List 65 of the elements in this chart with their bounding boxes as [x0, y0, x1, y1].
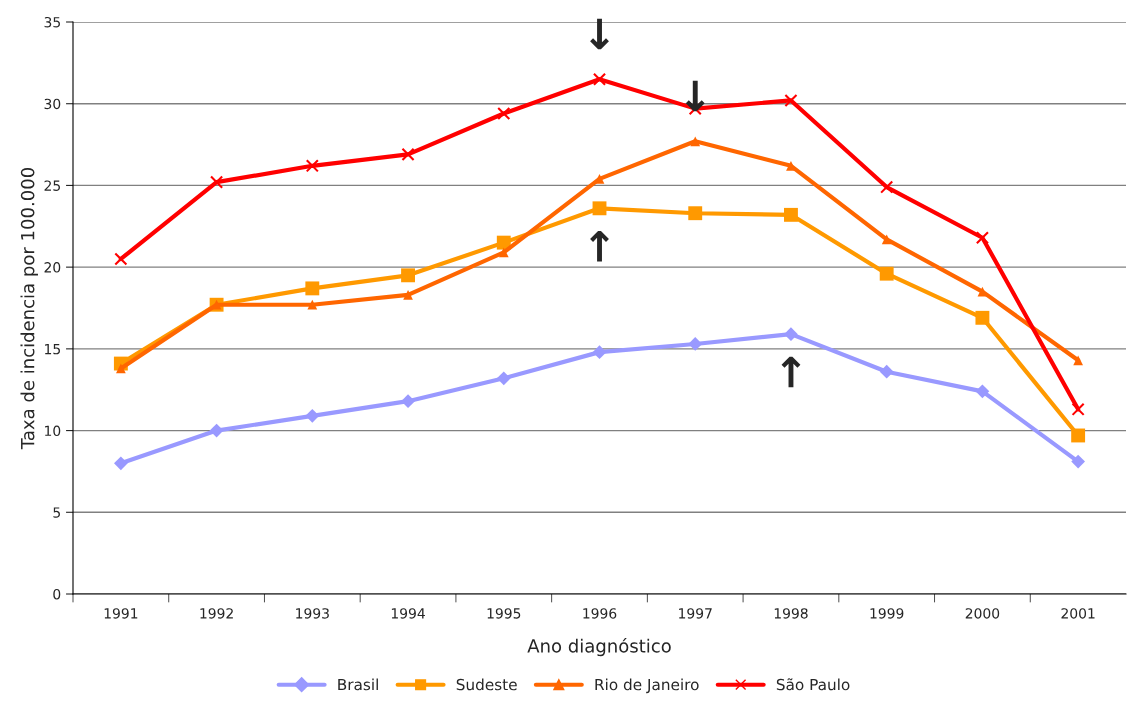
- y-tick-label: 0: [53, 588, 61, 600]
- y-axis-title: Taxa de incidencia por 100.000: [20, 168, 38, 450]
- point: [592, 345, 607, 359]
- point: [497, 106, 511, 121]
- point: [879, 364, 894, 379]
- x-tick-label: 1996: [583, 608, 617, 619]
- x-tick-label: 1994: [391, 608, 425, 619]
- legend-label: Rio de Janeiro: [595, 678, 699, 694]
- x-tick-label: 1991: [104, 608, 138, 619]
- point: [592, 72, 607, 86]
- annotation: ↑: [590, 230, 609, 262]
- point: [116, 363, 126, 374]
- point: [305, 281, 320, 296]
- point: [977, 286, 988, 297]
- legend-label: Brasil: [338, 678, 378, 691]
- y-tick-label: 10: [45, 425, 61, 437]
- point: [975, 231, 990, 245]
- point: [690, 136, 701, 147]
- point: [881, 234, 892, 245]
- point: [401, 268, 415, 283]
- point: [496, 371, 511, 386]
- point: [784, 93, 798, 108]
- point: [305, 159, 319, 173]
- legend-label: Sudeste: [456, 678, 517, 691]
- point: [209, 175, 224, 189]
- point: [880, 180, 894, 194]
- x-tick-label: 1995: [487, 608, 521, 619]
- point: [498, 247, 509, 258]
- point: [401, 394, 415, 409]
- x-tick-label: 1993: [296, 608, 329, 619]
- point: [879, 266, 894, 281]
- y-tick-label: 30: [44, 98, 61, 110]
- y-tick-label: 15: [45, 344, 60, 355]
- x-tick-label: 2001: [1061, 608, 1095, 619]
- annotation: ↑: [781, 356, 801, 388]
- x-tick-label: 2000: [965, 608, 1000, 619]
- point: [1071, 454, 1086, 469]
- x-tick-label: 1998: [774, 608, 808, 619]
- x-tick-label: 1999: [870, 608, 904, 619]
- point: [592, 201, 607, 216]
- point: [784, 207, 798, 222]
- point: [305, 408, 320, 423]
- point: [1071, 428, 1086, 443]
- point: [975, 384, 990, 399]
- y-tick-label: 20: [44, 262, 61, 273]
- y-tick-label: 25: [44, 180, 60, 191]
- point: [1071, 402, 1085, 416]
- point: [114, 252, 128, 266]
- y-tick-label: 5: [53, 507, 60, 518]
- point: [784, 327, 798, 342]
- point: [1073, 355, 1083, 366]
- point: [401, 147, 415, 161]
- legend-label: São Paulo: [776, 678, 850, 691]
- point: [307, 299, 318, 310]
- annotation: ↓: [590, 18, 609, 50]
- x-tick-label: 1997: [679, 608, 712, 619]
- point: [403, 290, 413, 300]
- x-tick-label: 1992: [200, 608, 233, 619]
- point: [113, 456, 128, 471]
- point: [975, 310, 990, 325]
- point: [209, 423, 224, 438]
- point: [688, 337, 703, 351]
- y-tick-label: 35: [44, 16, 60, 28]
- x-axis-title: Ano diagnóstico: [527, 638, 671, 657]
- point: [688, 206, 703, 221]
